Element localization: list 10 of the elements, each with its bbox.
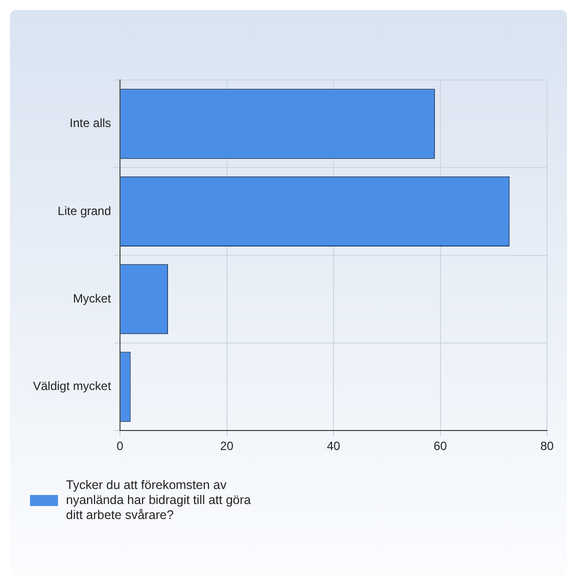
x-tick-label: 80 — [540, 439, 554, 454]
y-tick-label: Inte alls — [70, 116, 112, 130]
y-tick-label: Väldigt mycket — [33, 379, 112, 394]
y-tick-label: Mycket — [73, 291, 112, 306]
y-tick-label: Lite grand — [58, 204, 112, 218]
x-tick-label: 60 — [434, 439, 448, 454]
x-tick-label: 40 — [326, 439, 341, 454]
x-tick-label: 0 — [116, 439, 124, 454]
x-tick-label: 20 — [220, 439, 234, 454]
legend-label: Tycker du att förekomsten av nyanlända har bidragit till att göra ditt arbete svårare? — [66, 478, 251, 523]
